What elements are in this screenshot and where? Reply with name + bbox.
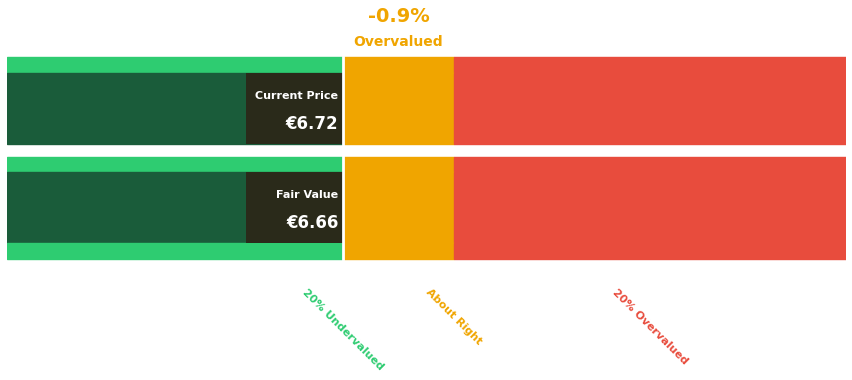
FancyBboxPatch shape: [246, 173, 343, 243]
Bar: [453, 57, 845, 73]
Bar: [453, 157, 845, 173]
Text: -: -: [395, 52, 400, 66]
Text: €6.66: €6.66: [285, 214, 338, 232]
Text: Current Price: Current Price: [255, 90, 338, 101]
Bar: [343, 73, 453, 144]
Bar: [343, 157, 453, 173]
Text: Overvalued: Overvalued: [354, 35, 443, 49]
Bar: [453, 173, 845, 243]
Text: Fair Value: Fair Value: [276, 190, 338, 200]
Text: 20% Overvalued: 20% Overvalued: [609, 287, 688, 366]
Bar: [7, 73, 343, 144]
Text: -0.9%: -0.9%: [367, 8, 429, 27]
Bar: [343, 243, 453, 259]
Bar: [7, 243, 343, 259]
Bar: [453, 73, 845, 144]
Bar: [343, 173, 453, 243]
Bar: [7, 57, 343, 73]
Bar: [7, 157, 343, 173]
Bar: [453, 243, 845, 259]
FancyBboxPatch shape: [246, 73, 343, 144]
Text: €6.72: €6.72: [285, 115, 338, 133]
Bar: [7, 173, 343, 243]
Bar: [343, 57, 453, 73]
Text: About Right: About Right: [423, 287, 483, 347]
Text: 20% Undervalued: 20% Undervalued: [300, 287, 384, 372]
